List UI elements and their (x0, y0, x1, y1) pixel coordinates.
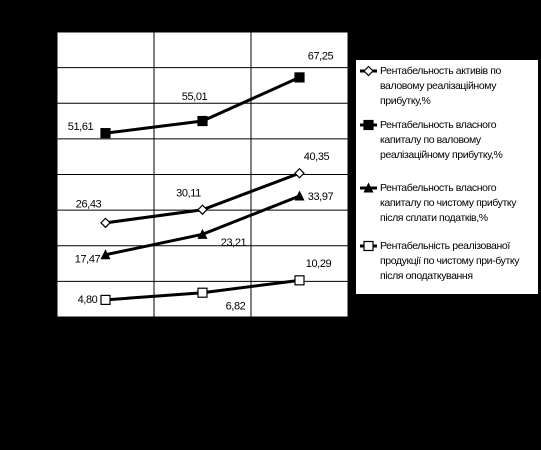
data-label: 23,21 (221, 237, 247, 249)
data-label: 6,82 (226, 301, 246, 313)
legend-label: Рентабельность власного капиталу по чист… (380, 182, 517, 224)
data-label: 26,43 (76, 199, 102, 211)
data-label: 30,11 (176, 188, 201, 200)
y-tick-label: 80 (40, 26, 52, 38)
marker (197, 287, 208, 298)
marker (294, 72, 305, 83)
marker (197, 204, 208, 216)
data-label: 17,47 (75, 254, 101, 266)
legend-label: Рентабельность власного капиталу по вало… (380, 119, 503, 161)
legend-box (356, 60, 538, 294)
data-label: 55,01 (182, 91, 208, 103)
marker (100, 294, 111, 305)
data-label: 40,35 (304, 151, 330, 163)
legend-label: Рентабельність реалізованої продукції по… (380, 240, 520, 282)
marker (363, 119, 374, 131)
y-tick-label: 70 (40, 62, 52, 74)
y-tick-label: 60 (40, 97, 52, 109)
marker (363, 182, 374, 193)
data-label: 4,80 (78, 294, 98, 306)
marker (363, 65, 374, 77)
data-label: 67,25 (308, 50, 334, 62)
data-label: 10,29 (306, 258, 332, 270)
marker (363, 240, 374, 252)
y-tick-label: 20 (40, 240, 52, 252)
y-tick-label: 0 (45, 311, 51, 323)
y-tick-label: 10 (40, 275, 52, 287)
marker (197, 228, 208, 239)
marker (294, 167, 305, 179)
data-label: 51,61 (68, 121, 94, 133)
data-label: 33,97 (308, 191, 334, 203)
marker (100, 217, 111, 229)
marker (294, 190, 305, 201)
marker (100, 128, 111, 139)
legend-label: Рентабельность активів по валовому реалі… (380, 65, 501, 107)
marker (197, 115, 208, 127)
y-tick-label: 30 (40, 204, 52, 216)
marker (294, 275, 305, 286)
y-tick-label: 50 (40, 133, 52, 145)
marker (100, 249, 111, 260)
y-tick-label: 40 (40, 168, 52, 180)
